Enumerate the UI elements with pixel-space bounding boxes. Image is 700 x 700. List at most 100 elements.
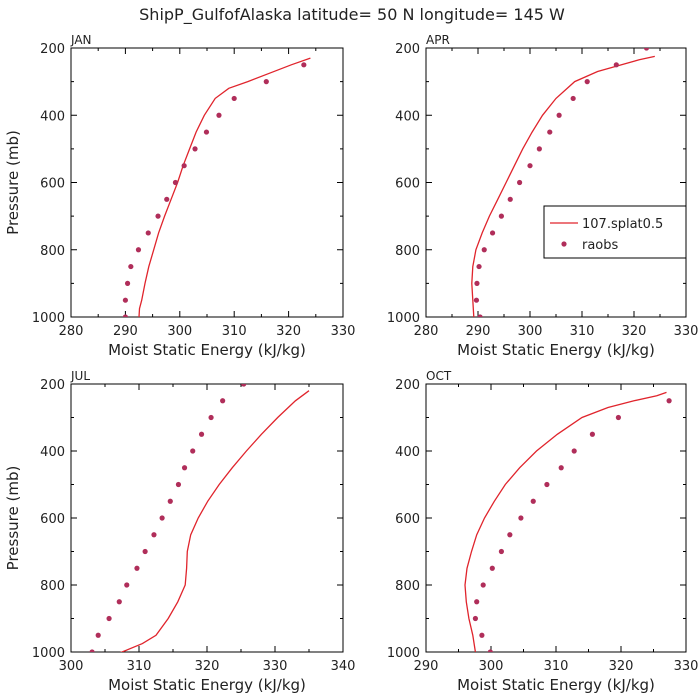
y-tick-label: 800 xyxy=(395,579,420,594)
legend-entry-model: 107.splat0.5 xyxy=(582,217,663,232)
x-tick-label: 320 xyxy=(609,659,634,674)
x-tick-label: 280 xyxy=(59,324,84,339)
y-tick-label: 600 xyxy=(395,177,420,192)
panel-label: JAN xyxy=(70,33,92,47)
chart-panel-jul: JUL 300 310 320 330 340 200 400 600 800 1000 Moist … xyxy=(4,365,356,694)
model-profile-line xyxy=(119,390,310,652)
raobs-point xyxy=(89,649,95,652)
raobs-point xyxy=(155,213,161,219)
legend: 107.splat0.5 raobs xyxy=(543,205,687,259)
legend-point-swatch xyxy=(561,241,567,247)
raobs-point xyxy=(571,448,577,454)
raobs-point xyxy=(198,431,205,437)
raobs-point xyxy=(172,179,179,186)
raobs-point xyxy=(106,615,112,622)
x-tick-label: 300 xyxy=(479,659,504,674)
x-tick-label: 320 xyxy=(276,324,301,339)
raobs-point xyxy=(477,314,483,317)
y-tick-label: 1000 xyxy=(387,311,420,326)
y-tick-label: 800 xyxy=(40,579,65,594)
x-tick-label: 290 xyxy=(414,659,439,674)
y-tick-label: 200 xyxy=(395,378,420,393)
x-axis-label: Moist Static Energy (kJ/kg) xyxy=(108,676,306,694)
x-tick-label: 330 xyxy=(674,659,699,674)
raobs-point xyxy=(527,163,533,169)
chart-panel-apr: APR 280 290 300 310 320 330 200 400 600 800 1000 Moi… xyxy=(387,33,699,359)
raobs-point xyxy=(615,414,622,421)
y-tick-label: 800 xyxy=(40,244,65,259)
model-profile-line xyxy=(471,55,655,317)
raobs-point xyxy=(231,95,237,102)
plot-frame xyxy=(425,383,687,653)
raobs-point xyxy=(159,515,165,521)
y-tick-label: 1000 xyxy=(32,646,65,661)
x-tick-label: 310 xyxy=(544,659,569,674)
legend-entry-raobs: raobs xyxy=(582,238,619,253)
raobs-point xyxy=(666,398,672,404)
raobs-point xyxy=(498,213,504,219)
panel-label: APR xyxy=(426,33,450,47)
plot-frame xyxy=(70,383,344,653)
raobs-point xyxy=(301,62,307,68)
raobs-point xyxy=(507,532,513,538)
x-tick-label: 310 xyxy=(222,324,247,339)
y-axis-label: Pressure (mb) xyxy=(4,130,22,235)
x-tick-label: 300 xyxy=(59,659,84,674)
x-tick-label: 290 xyxy=(466,324,491,339)
plot-area xyxy=(89,365,310,652)
raobs-point xyxy=(134,565,140,571)
x-tick-label: 330 xyxy=(331,324,356,339)
y-tick-label: 400 xyxy=(40,109,65,124)
raobs-point xyxy=(208,414,214,421)
plot-frame xyxy=(425,47,687,318)
raobs-point xyxy=(190,448,196,454)
plot-area xyxy=(464,391,672,652)
x-tick-label: 310 xyxy=(570,324,595,339)
x-tick-label: 300 xyxy=(167,324,192,339)
figure-title: ShipP_GulfofAlaska latitude= 50 N longit… xyxy=(139,5,565,25)
x-tick-label: 290 xyxy=(113,324,138,339)
raobs-point xyxy=(220,398,226,404)
raobs-point xyxy=(643,48,650,51)
x-tick-label: 280 xyxy=(414,324,439,339)
raobs-point xyxy=(192,146,198,152)
y-tick-label: 400 xyxy=(395,445,420,460)
raobs-point xyxy=(95,632,101,638)
y-tick-label: 200 xyxy=(395,42,420,57)
panel-label: JUL xyxy=(70,369,90,383)
raobs-point xyxy=(536,146,542,152)
chart-panel-jan: JAN 280 290 300 310 320 330 200 400 600 800 1000 Moi… xyxy=(4,33,355,359)
raobs-point xyxy=(203,129,210,135)
raobs-point xyxy=(518,515,524,521)
y-tick-label: 400 xyxy=(395,109,420,124)
y-tick-label: 1000 xyxy=(387,646,420,661)
raobs-point xyxy=(473,297,480,303)
raobs-point xyxy=(476,263,482,270)
x-tick-label: 340 xyxy=(331,659,356,674)
raobs-point xyxy=(175,481,182,488)
raobs-point xyxy=(570,95,576,102)
x-axis-label: Moist Static Energy (kJ/kg) xyxy=(108,341,306,359)
x-tick-label: 320 xyxy=(195,659,220,674)
raobs-point xyxy=(181,465,188,471)
raobs-point xyxy=(164,196,170,202)
raobs-point xyxy=(472,615,478,622)
raobs-point xyxy=(498,548,504,555)
legend-box xyxy=(543,205,687,259)
x-tick-label: 310 xyxy=(127,659,152,674)
y-tick-label: 600 xyxy=(395,512,420,527)
y-axis-label: Pressure (mb) xyxy=(4,466,22,571)
raobs-point xyxy=(116,599,122,605)
raobs-point xyxy=(124,280,131,286)
raobs-point xyxy=(181,163,187,169)
plot-frame xyxy=(70,47,344,318)
raobs-point xyxy=(135,247,142,253)
y-tick-label: 800 xyxy=(395,244,420,259)
raobs-point xyxy=(487,649,493,652)
raobs-point xyxy=(479,632,485,638)
raobs-point xyxy=(216,112,222,118)
raobs-point xyxy=(584,79,590,85)
raobs-point xyxy=(287,365,292,370)
raobs-point xyxy=(507,196,513,202)
raobs-point xyxy=(151,532,157,538)
